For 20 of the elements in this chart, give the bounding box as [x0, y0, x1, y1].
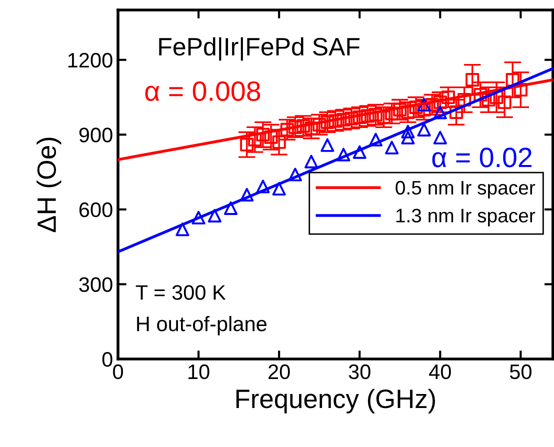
- x-axis-title: Frequency (GHz): [236, 388, 435, 414]
- legend-label: 1.3 nm Ir spacer: [396, 208, 536, 226]
- y-tick-label: 600: [79, 202, 112, 218]
- y-axis-title: ΔH (Oe): [36, 138, 62, 232]
- annotation: T = 300 K: [136, 285, 226, 300]
- x-tick-label: 0: [113, 364, 123, 380]
- x-tick-label: 40: [429, 364, 451, 380]
- y-tick-label: 1200: [68, 52, 112, 68]
- legend-label: 0.5 nm Ir spacer: [396, 180, 536, 198]
- annotation: H out-of-plane: [137, 316, 266, 336]
- x-tick-label: 30: [348, 364, 370, 380]
- y-tick-label: 900: [79, 128, 112, 142]
- annotation: FePd|Ir|FePd SAF: [159, 37, 360, 61]
- x-tick-label: 50: [510, 364, 532, 380]
- y-tick-label: 0: [102, 352, 112, 367]
- annotation: α = 0.02: [432, 148, 532, 168]
- x-tick-label: 20: [268, 364, 290, 380]
- annotation: α = 0.008: [145, 81, 260, 102]
- x-tick-label: 10: [188, 364, 210, 380]
- y-tick-label: 300: [79, 277, 112, 292]
